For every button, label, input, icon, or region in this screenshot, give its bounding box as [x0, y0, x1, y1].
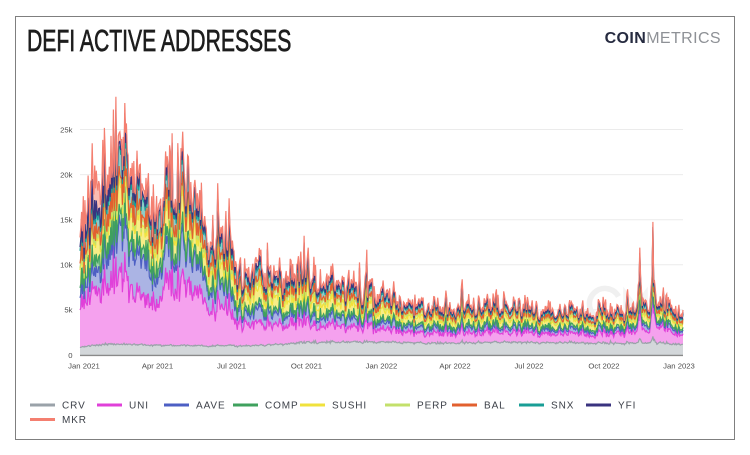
svg-text:PERP: PERP — [417, 401, 448, 412]
svg-text:Jan 2023: Jan 2023 — [663, 361, 695, 370]
svg-text:SUSHI: SUSHI — [332, 401, 367, 412]
svg-text:Apr 2021: Apr 2021 — [142, 361, 173, 370]
svg-text:20k: 20k — [60, 170, 73, 179]
svg-text:10k: 10k — [60, 261, 73, 270]
svg-text:COMP: COMP — [265, 401, 299, 412]
svg-text:Jan 2021: Jan 2021 — [68, 361, 100, 370]
svg-text:SNX: SNX — [551, 401, 574, 412]
svg-text:5k: 5k — [64, 306, 72, 315]
svg-text:Oct 2022: Oct 2022 — [588, 361, 619, 370]
svg-text:Oct 2021: Oct 2021 — [291, 361, 322, 370]
svg-text:Jul 2022: Jul 2022 — [514, 361, 543, 370]
svg-text:Apr 2022: Apr 2022 — [439, 361, 470, 370]
svg-text:BAL: BAL — [484, 401, 506, 412]
svg-text:25k: 25k — [60, 125, 73, 134]
svg-text:0: 0 — [68, 351, 72, 360]
svg-text:Jan 2022: Jan 2022 — [366, 361, 398, 370]
svg-text:CRV: CRV — [62, 401, 86, 412]
svg-text:15k: 15k — [60, 216, 73, 225]
svg-text:MKR: MKR — [62, 415, 87, 426]
svg-text:Jul 2021: Jul 2021 — [217, 361, 246, 370]
svg-text:YFI: YFI — [618, 401, 636, 412]
svg-text:UNI: UNI — [129, 401, 149, 412]
svg-text:AAVE: AAVE — [196, 401, 226, 412]
